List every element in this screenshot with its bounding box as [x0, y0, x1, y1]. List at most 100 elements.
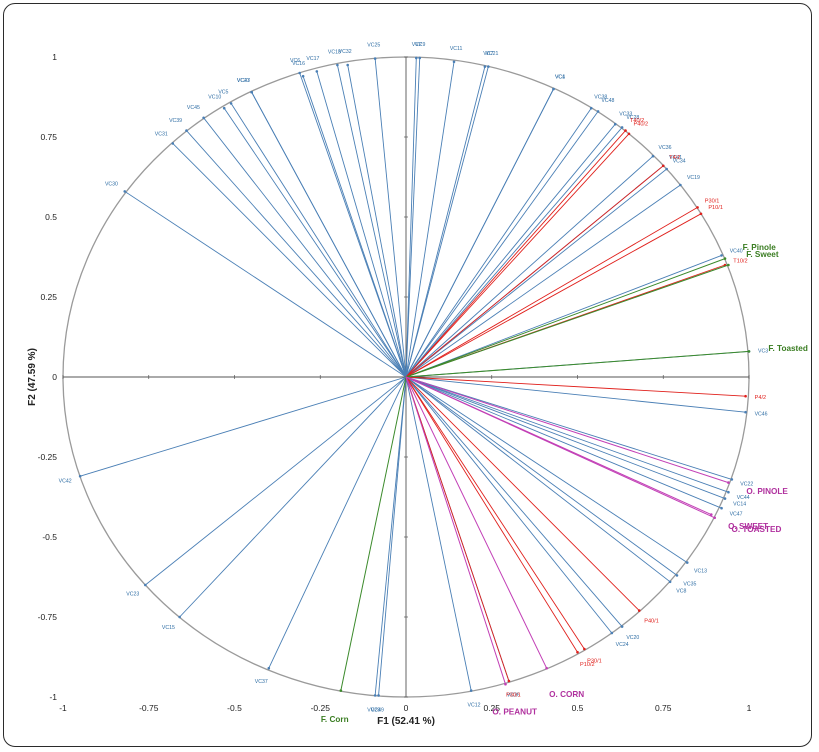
volatile-label: VC37: [255, 679, 268, 685]
panelist-label: T10/2: [733, 258, 747, 264]
volatile-vector: [186, 130, 407, 378]
flavor-vector: [340, 376, 407, 691]
volatile-marker: [589, 106, 593, 110]
volatile-vector: [405, 376, 732, 480]
volatile-label: VC41: [669, 155, 682, 161]
panelist-marker: [661, 164, 665, 168]
panelist-marker: [583, 647, 586, 651]
panelist-marker: [624, 129, 627, 132]
volatile-label: VC32: [339, 49, 352, 55]
volatile-label: VC40: [730, 248, 743, 254]
volatile-marker: [723, 497, 727, 500]
odor-marker: [713, 516, 716, 520]
flavor-vector: [405, 264, 729, 378]
volatile-vector: [405, 254, 722, 378]
volatile-vector: [172, 143, 407, 378]
volatile-vector: [203, 117, 407, 378]
panelist-marker: [627, 132, 631, 136]
volatile-marker: [301, 74, 305, 78]
x-tick-label: 0.25: [483, 703, 500, 713]
volatile-marker: [414, 56, 418, 60]
volatile-vector: [405, 376, 722, 509]
flavor-vector: [405, 350, 750, 378]
volatile-marker: [727, 490, 730, 494]
volatile-marker: [267, 666, 271, 670]
volatile-label: VC18: [328, 49, 341, 55]
volatile-label: VC16: [292, 61, 305, 67]
volatile-label: VC22: [740, 482, 753, 488]
panelist-vector: [405, 376, 585, 650]
volatile-vector: [405, 57, 417, 378]
volatile-vector: [145, 376, 407, 586]
volatile-label: VC6: [290, 58, 300, 64]
odor-marker: [709, 513, 713, 516]
volatile-marker: [720, 254, 723, 257]
odor-marker: [545, 666, 548, 670]
odor-vector: [405, 376, 548, 669]
volatile-marker: [222, 106, 226, 110]
volatile-marker: [452, 60, 456, 64]
panelist-vector: [405, 213, 702, 378]
flavor-label: F. Sweet: [746, 250, 779, 259]
volatile-label: VC48: [601, 98, 614, 104]
y-tick-label: 0.75: [40, 132, 57, 142]
volatile-vector: [80, 376, 407, 477]
volatile-label: VC5: [218, 90, 228, 96]
panelist-vector: [405, 165, 664, 378]
volatile-vector: [405, 88, 554, 378]
volatile-vector: [347, 64, 407, 378]
volatile-label: VC26: [507, 692, 520, 698]
panelist-vector: [405, 133, 630, 378]
volatile-label: VC28: [626, 115, 639, 121]
volatile-marker: [596, 110, 600, 113]
volatile-marker: [123, 190, 127, 193]
volatile-vector: [405, 66, 489, 378]
volatile-marker: [373, 57, 377, 60]
volatile-label: VC42: [59, 478, 72, 484]
y-tick-label: 0: [52, 372, 57, 382]
volatile-vector: [374, 376, 407, 696]
panelist-label: P30/1: [587, 659, 602, 665]
panelist-vector: [405, 130, 626, 378]
y-tick-label: 0.5: [45, 212, 57, 222]
volatile-vector: [405, 376, 613, 634]
panelist-marker: [696, 206, 699, 209]
panelist-vector: [405, 376, 640, 611]
flavor-label: F. Toasted: [768, 344, 807, 353]
volatile-marker: [552, 87, 555, 91]
panelist-label: T40/2: [630, 118, 644, 124]
y-tick-label: -0.75: [38, 612, 58, 622]
volatile-marker: [229, 102, 233, 105]
odor-vector: [405, 376, 729, 484]
volatile-vector: [124, 191, 407, 378]
volatile-label: VC3: [758, 348, 768, 354]
volatile-vector: [405, 168, 667, 378]
volatile-marker: [373, 694, 377, 697]
y-axis-label: F2 (47.59 %): [27, 348, 38, 406]
volatile-vector: [316, 71, 407, 378]
volatile-label: VC34: [673, 158, 686, 164]
panelist-label: P30/1: [506, 692, 521, 698]
volatile-label: VC47: [730, 512, 743, 518]
volatile-vector: [405, 127, 623, 378]
volatile-marker: [336, 63, 339, 67]
volatile-marker: [469, 689, 473, 692]
volatile-vector: [405, 376, 678, 576]
panelist-label: P40/1: [644, 619, 659, 625]
volatile-marker: [487, 65, 490, 68]
volatile-label: VC36: [658, 145, 671, 151]
volatile-marker: [613, 122, 617, 126]
x-tick-label: 1: [747, 703, 752, 713]
volatile-marker: [315, 70, 319, 73]
volatile-marker: [250, 90, 253, 94]
volatile-label: VC49: [371, 707, 384, 713]
volatile-label: VC35: [683, 582, 696, 588]
volatile-vector: [230, 103, 407, 378]
x-tick-label: -0.5: [227, 703, 242, 713]
x-tick-label: -1: [59, 703, 67, 713]
volatile-label: VC23: [126, 592, 139, 598]
volatile-vector: [378, 376, 407, 696]
volatile-label: VC1: [555, 75, 565, 81]
volatile-marker: [178, 615, 181, 619]
panelist-vector: [405, 376, 578, 653]
